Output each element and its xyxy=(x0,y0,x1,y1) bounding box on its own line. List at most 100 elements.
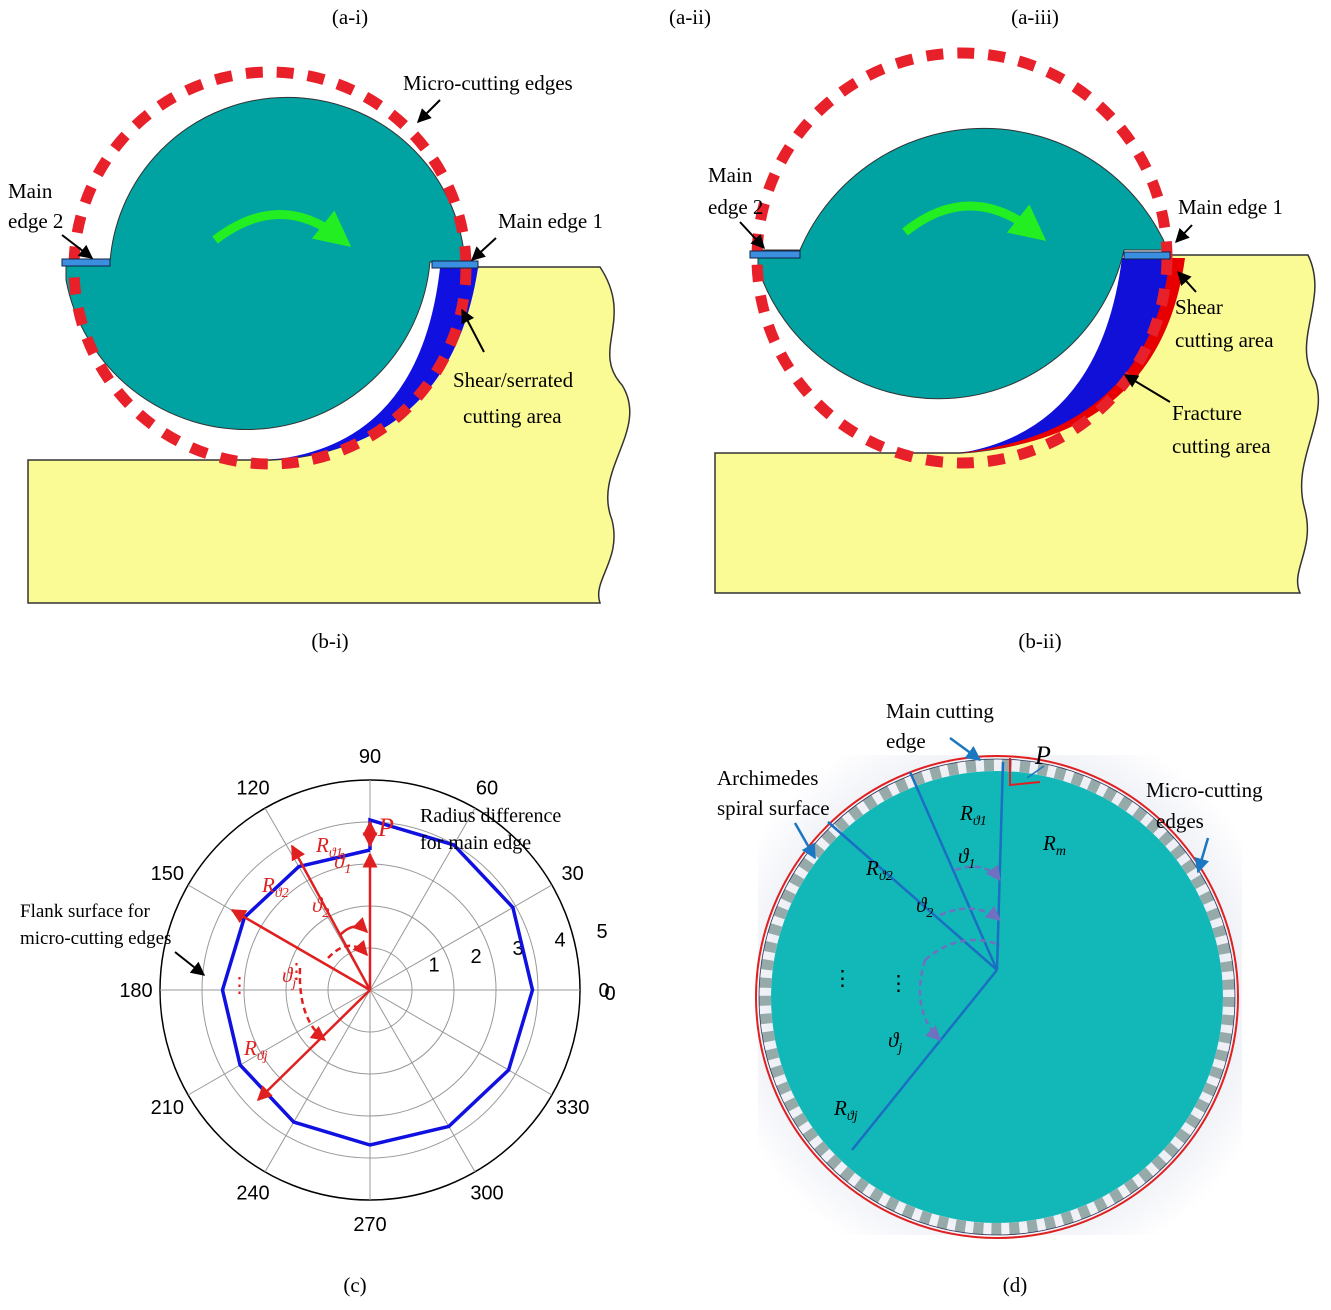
radial-tick-label: 4 xyxy=(554,929,565,951)
angle-tick-label: 300 xyxy=(470,1183,503,1205)
spoke xyxy=(369,884,553,991)
edge-ring xyxy=(758,758,1236,1236)
radius-label: Rϑ1 xyxy=(315,833,343,861)
pointer xyxy=(793,822,817,860)
angle-tick-label: 90 xyxy=(359,746,381,768)
radius-label: Rϑ1 xyxy=(959,801,987,829)
cutter-body xyxy=(65,96,466,430)
angle-label: ϑj xyxy=(282,963,296,991)
label: Fracture xyxy=(1172,401,1242,425)
panel-b-ii: Main edge 2 Main edge 1 Shear cutting ar… xyxy=(708,47,1320,594)
label: Main xyxy=(708,163,753,187)
main-edge-notch xyxy=(1009,758,1041,787)
ellipsis: ⋮ xyxy=(229,974,250,997)
note: Radius difference xyxy=(420,805,561,827)
note: Flank surface for xyxy=(20,901,150,922)
pointer xyxy=(1194,837,1210,874)
angle-label: ϑ2 xyxy=(312,893,329,921)
radial-tick-label: 5 xyxy=(596,921,607,943)
label: Main edge 1 xyxy=(1178,195,1283,219)
angle-arcs xyxy=(918,864,1002,1042)
label: Main xyxy=(8,179,53,203)
pointer xyxy=(949,736,982,762)
panel-label: (a-i) xyxy=(332,5,368,29)
panel-label: (d) xyxy=(1003,1273,1028,1297)
panel-label: (c) xyxy=(343,1273,366,1297)
radius-label: Rϑ2 xyxy=(865,856,893,884)
spiral-outline xyxy=(755,755,1239,1239)
main-edge-1 xyxy=(1123,251,1171,260)
rotation-arrow xyxy=(902,201,1047,241)
panel-label: (b-i) xyxy=(311,629,348,653)
radius-arrows xyxy=(230,820,378,1102)
angle-tick-label: 120 xyxy=(236,777,269,799)
panel-label: (b-ii) xyxy=(1018,629,1061,653)
pointer xyxy=(417,99,441,123)
radius-label: Rϑj xyxy=(833,1096,858,1124)
label: edge 2 xyxy=(708,195,763,219)
angle-label: ϑ1 xyxy=(334,849,351,877)
note: for main edge xyxy=(420,832,531,854)
pointer xyxy=(1123,374,1171,403)
main-edge-2 xyxy=(61,258,111,267)
main-edge-1 xyxy=(431,260,479,269)
label: cutting area xyxy=(463,404,562,428)
radial-tick-label: 2 xyxy=(470,946,481,968)
label: Main cutting xyxy=(886,699,994,723)
pointer xyxy=(174,951,206,976)
angle-label: ϑj xyxy=(888,1028,902,1056)
point-label: P xyxy=(377,813,394,842)
angle-tick-label: 240 xyxy=(236,1183,269,1205)
label: edges xyxy=(1156,809,1204,833)
angle-tick-label: 30 xyxy=(562,863,584,885)
pointer xyxy=(739,221,765,250)
radius-curve xyxy=(220,817,535,1147)
spoke xyxy=(369,989,476,1173)
pointer xyxy=(1177,270,1197,293)
panel-label: (a-iii) xyxy=(1011,5,1059,29)
radial-tick-label: 0 xyxy=(604,983,615,1005)
angle-label: ϑ1 xyxy=(958,844,975,872)
panel-d: P Main cutting edge Archimedes spiral su… xyxy=(717,699,1263,1239)
label: cutting area xyxy=(1175,328,1274,352)
label: Shear xyxy=(1175,295,1223,319)
panel-b-i: Micro-cutting edges Main edge 2 Main edg… xyxy=(8,66,631,604)
spoke xyxy=(264,989,371,1173)
label: spiral surface xyxy=(717,796,830,820)
label: cutting area xyxy=(1172,434,1271,458)
label: Micro-cutting edges xyxy=(403,71,573,95)
rotation-arrow xyxy=(212,210,352,247)
radial-tick-label: 1 xyxy=(428,955,439,977)
label: Archimedes xyxy=(717,766,818,790)
ellipsis: ⋮ xyxy=(888,971,909,995)
ellipsis: ⋮ xyxy=(286,960,307,983)
label: edge 2 xyxy=(8,209,63,233)
note: micro-cutting edges xyxy=(20,928,171,949)
radius-label: Rm xyxy=(1042,831,1066,859)
spoke xyxy=(187,989,371,1096)
pointer xyxy=(61,234,94,259)
micro-cutting-edges xyxy=(759,759,1235,1235)
panel-label: (a-ii) xyxy=(669,5,711,29)
label: Main edge 1 xyxy=(498,209,603,233)
angle-tick-label: 180 xyxy=(119,980,152,1002)
angle-tick-label: 330 xyxy=(556,1097,589,1119)
angle-tick-label: 60 xyxy=(476,777,498,799)
label: Shear/serrated xyxy=(453,368,574,392)
radial-tick-label: 3 xyxy=(512,938,523,960)
pointer xyxy=(1175,224,1193,244)
spoke xyxy=(369,989,553,1096)
panel-labels: (a-i) (a-ii) (a-iii) (b-i) (b-ii) (c) (d… xyxy=(311,5,1061,1297)
main-edge-2 xyxy=(749,250,801,259)
pointer xyxy=(1026,765,1045,779)
pointer xyxy=(470,237,497,261)
angle-tick-label: 0 xyxy=(598,980,609,1002)
point-label: P xyxy=(1034,741,1051,770)
angle-tick-label: 150 xyxy=(151,863,184,885)
label: edge xyxy=(886,729,926,753)
angle-tick-label: 210 xyxy=(151,1097,184,1119)
ellipsis: ⋮ xyxy=(832,966,853,990)
polar-grid: 0 1 2 3 4 5 0 30 60 90 120 150 180 210 240 270 300 330 xyxy=(119,746,615,1236)
